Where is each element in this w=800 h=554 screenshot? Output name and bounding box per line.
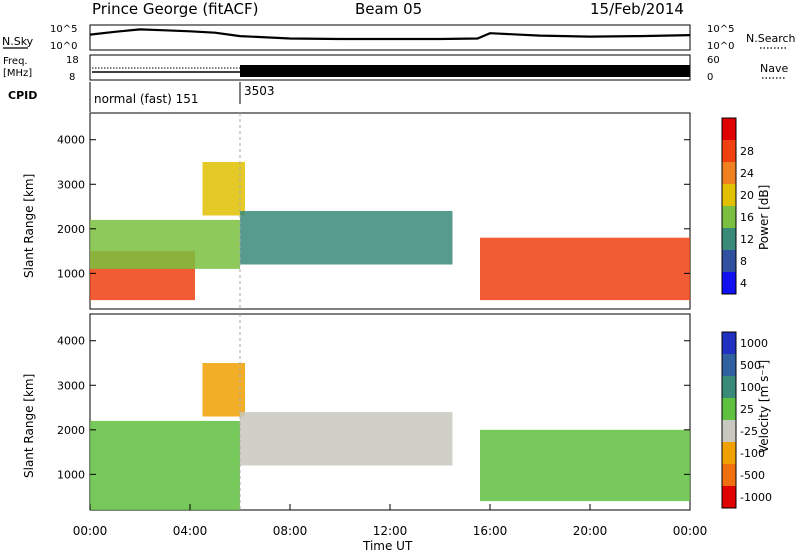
heatmap-region-midday (240, 412, 453, 466)
colorbar-swatch (722, 464, 736, 486)
colorbar-tick-label: 500 (740, 359, 761, 372)
freq-panel: Freq. [MHz] 18 8 60 0 Nave (3, 54, 788, 83)
colorbar-swatch (722, 398, 736, 420)
x-axis-label: Time UT (362, 539, 413, 553)
x-tick-label: 16:00 (473, 524, 508, 538)
y-tick-label: 1000 (57, 267, 85, 280)
heatmap-region-evening (480, 237, 690, 301)
colorbar-swatch (722, 376, 736, 398)
freq-dense-block (240, 65, 690, 77)
colorbar-tick-label: 12 (740, 233, 754, 246)
date-title: 15/Feb/2014 (590, 0, 684, 18)
freq-unit-label: [MHz] (3, 68, 32, 79)
colorbar-swatch (722, 162, 736, 184)
nsky-tick-top: 10^5 (50, 24, 77, 35)
x-tick-label: 12:00 (373, 524, 408, 538)
nsky-tick-bottom: 10^0 (50, 41, 77, 52)
colorbar-tick-label: -100 (740, 447, 765, 460)
heatmap-region-midday (240, 211, 453, 265)
nave-tick-bottom: 0 (707, 72, 713, 83)
heatmap-region-band (90, 219, 240, 269)
power-panel: 1000 2000 3000 4000 (57, 112, 691, 310)
nsearch-tick-top: 10^5 (707, 24, 734, 35)
nave-label: Nave (760, 62, 788, 75)
colorbar-swatch (722, 486, 736, 508)
colorbar-swatch (722, 228, 736, 250)
colorbar-tick-label: 4 (740, 277, 747, 290)
colorbar-tick-label: -1000 (740, 491, 772, 504)
colorbar-swatch (722, 332, 736, 354)
power-colorbar-label: Power [dB] (757, 185, 771, 250)
colorbar-tick-label: 100 (740, 381, 761, 394)
colorbar-swatch (722, 250, 736, 272)
nsky-series-line (89, 28, 691, 41)
velocity-panel: 1000 2000 3000 4000 (57, 313, 691, 511)
station-title: Prince George (fitACF) (92, 0, 258, 18)
colorbar-swatch (722, 206, 736, 228)
cpid-segment-1: normal (fast) 151 (94, 92, 198, 106)
colorbar-swatch (722, 118, 736, 140)
heatmap-region-evening-ground (480, 429, 690, 502)
cpid-segment-2: 3503 (244, 84, 275, 98)
power-y-axis-label: Slant Range [km] (22, 174, 36, 278)
y-tick-label: 4000 (57, 335, 85, 348)
x-tick-label: 20:00 (573, 524, 608, 538)
colorbar-swatch (722, 184, 736, 206)
colorbar-tick-label: 8 (740, 255, 747, 268)
colorbar-swatch (722, 140, 736, 162)
x-tick-label: 00:00 (673, 524, 708, 538)
colorbar-tick-label: 20 (740, 189, 754, 202)
heatmap-region-ground (90, 420, 240, 510)
y-tick-label: 4000 (57, 134, 85, 147)
cpid-label: CPID (8, 89, 37, 102)
y-tick-label: 2000 (57, 223, 85, 236)
colorbar-tick-label: 1000 (740, 337, 768, 350)
y-tick-label: 3000 (57, 379, 85, 392)
power-colorbar: 4 8 12 16 20 24 28 (721, 117, 754, 295)
velocity-y-axis-label: Slant Range [km] (22, 374, 36, 478)
heatmap-region-high-loop (202, 162, 245, 216)
y-tick-label: 3000 (57, 178, 85, 191)
freq-tick-bottom: 8 (69, 72, 75, 83)
y-tick-label: 2000 (57, 424, 85, 437)
colorbar-swatch (722, 354, 736, 376)
colorbar-tick-label: -25 (740, 425, 758, 438)
colorbar-tick-label: 16 (740, 211, 754, 224)
x-tick-label: 08:00 (273, 524, 308, 538)
cpid-panel: CPID normal (fast) 151 3503 (8, 82, 275, 112)
nave-tick-top: 60 (707, 55, 720, 66)
nsearch-tick-bottom: 10^0 (707, 41, 734, 52)
nsearch-label: N.Search (746, 32, 796, 45)
beam-title: Beam 05 (355, 0, 422, 18)
colorbar-swatch (722, 272, 736, 294)
colorbar-tick-label: 24 (740, 167, 754, 180)
velocity-colorbar-label: Velocity [m s⁻¹] (757, 360, 771, 453)
colorbar-swatch (722, 420, 736, 442)
x-tick-label: 04:00 (173, 524, 208, 538)
nsky-label: N.Sky (2, 35, 34, 48)
freq-tick-top: 18 (66, 55, 79, 66)
noise-panel: N.Sky 10^5 10^0 10^5 10^0 N.Search (2, 24, 796, 52)
x-axis-ticks: 00:00 04:00 08:00 12:00 16:00 20:00 00:00 (73, 504, 708, 538)
heatmap-region-high-loop (202, 363, 245, 417)
colorbar-tick-label: 25 (740, 403, 754, 416)
velocity-colorbar: -1000 -500 -100 -25 25 100 500 1000 (721, 331, 772, 509)
x-tick-label: 00:00 (73, 524, 108, 538)
freq-label: Freq. (3, 56, 28, 67)
y-tick-label: 1000 (57, 468, 85, 481)
colorbar-tick-label: 28 (740, 145, 754, 158)
colorbar-swatch (722, 442, 736, 464)
colorbar-tick-label: -500 (740, 469, 765, 482)
